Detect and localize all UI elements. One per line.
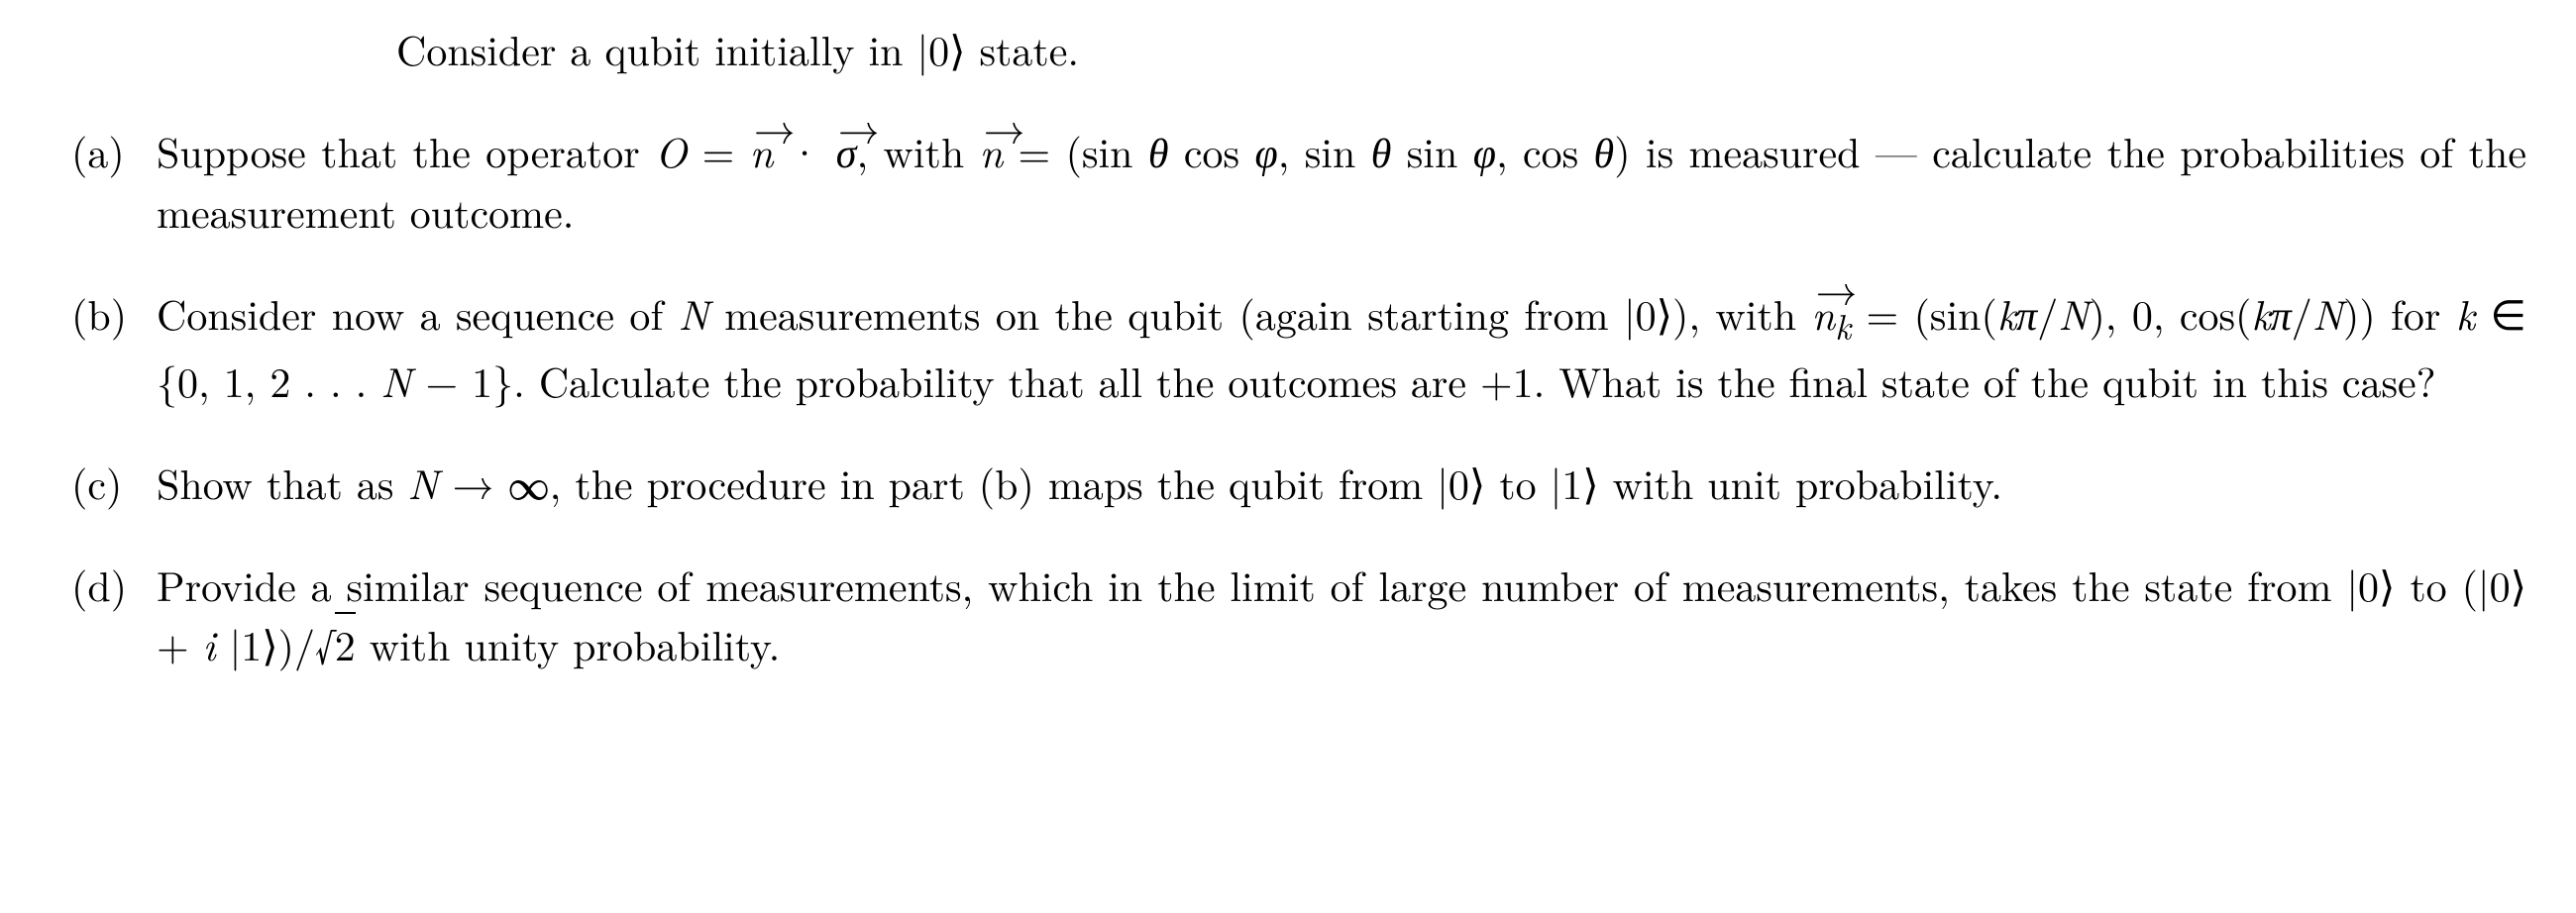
item-label-a: (a) [71,122,157,182]
item-label-c: (c) [71,454,157,514]
problem-item-d: (d) Provide a similar sequence of measur… [50,556,2526,676]
problem-item-b: (b) Consider now a sequence of N measure… [50,284,2526,412]
item-label-b: (b) [71,284,157,345]
intro-content: Consider a qubit initially in |0⟩ state. [396,20,1079,78]
problem-item-c: (c) Show that as N → ∞, the procedure in… [50,454,2526,514]
item-content-d: Provide a similar sequence of measuremen… [157,556,2526,676]
item-content-b: Consider now a sequence of N measurement… [157,284,2526,412]
problem-item-a: (a) Suppose that the operator O = n→ · σ… [50,122,2526,243]
intro-text: Consider a qubit initially in |0⟩ state. [396,20,2526,80]
item-content-c: Show that as N → ∞, the procedure in par… [157,454,2526,514]
item-label-d: (d) [71,556,157,616]
item-content-a: Suppose that the operator O = n→ · σ→, w… [157,122,2526,243]
